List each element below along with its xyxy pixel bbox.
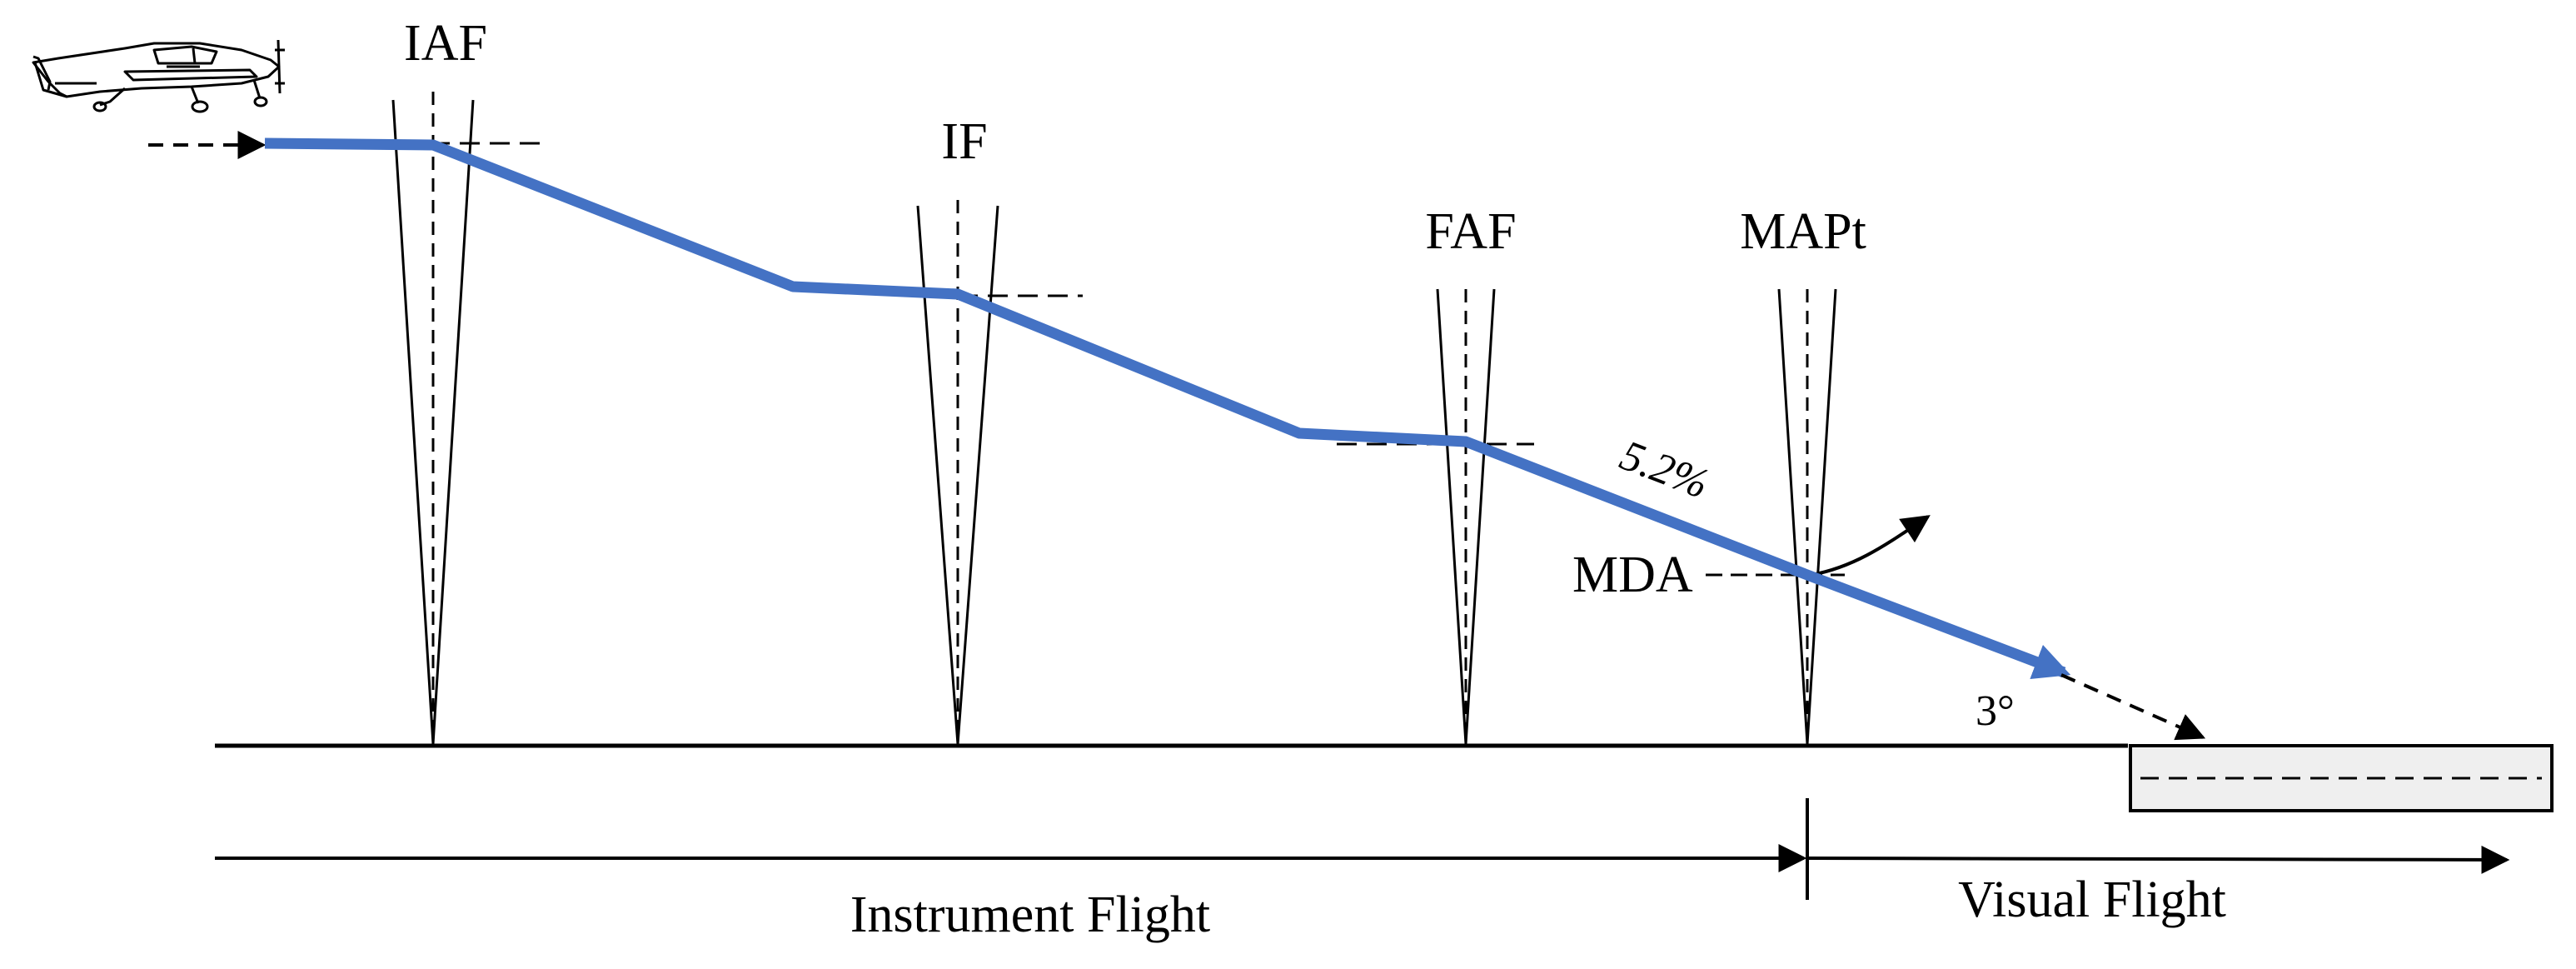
descent-path bbox=[264, 137, 2071, 680]
visual-flight-arrow bbox=[1808, 845, 2510, 874]
airplane-icon bbox=[32, 39, 285, 113]
glide-angle-label: 3° bbox=[1976, 687, 2015, 735]
fix-mapt-cone-right bbox=[1806, 288, 1837, 745]
fix-if-cone-right bbox=[956, 205, 999, 745]
mda-label: MDA bbox=[1572, 547, 1693, 603]
visual-segment-arrow bbox=[2060, 673, 2206, 741]
fix-mapt-label: MAPt bbox=[1740, 203, 1866, 260]
gradient-label: 5.2% bbox=[1614, 432, 1716, 508]
fix-faf-cone-left bbox=[1436, 288, 1467, 745]
fix-mapt bbox=[1777, 288, 1837, 745]
fix-iaf bbox=[391, 92, 541, 745]
fix-if-label: IF bbox=[941, 113, 987, 170]
fix-if bbox=[916, 200, 1083, 745]
fix-iaf-label: IAF bbox=[404, 15, 487, 72]
fix-faf-cone-right bbox=[1464, 288, 1496, 745]
fix-faf bbox=[1337, 288, 1534, 745]
fix-faf-label: FAF bbox=[1425, 203, 1516, 260]
instrument-flight-label: Instrument Flight bbox=[850, 887, 1210, 943]
runway bbox=[2129, 744, 2554, 812]
fix-iaf-cone-right bbox=[431, 99, 475, 745]
fix-iaf-cone-left bbox=[391, 99, 435, 745]
fix-mapt-cone-left bbox=[1777, 288, 1809, 745]
missed-approach-arrow bbox=[1811, 515, 1931, 577]
visual-flight-label: Visual Flight bbox=[1958, 872, 2226, 928]
fix-if-cone-left bbox=[916, 205, 959, 745]
